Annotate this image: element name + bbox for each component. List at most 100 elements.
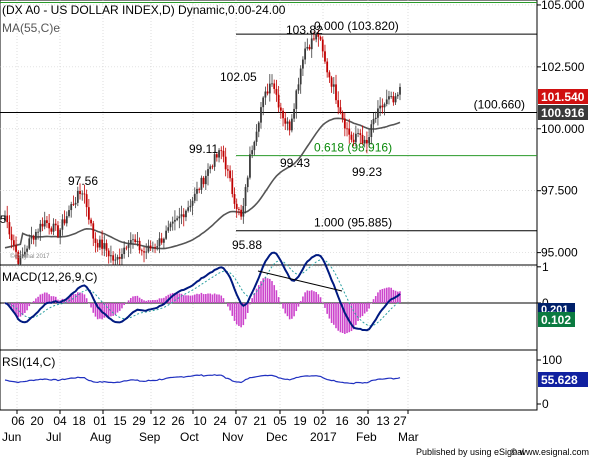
x-month-label: Feb [356,430,377,444]
histogram-bar [28,303,30,306]
histogram-bar [92,303,94,313]
candle-body [342,113,344,119]
histogram-bar [134,296,136,303]
candle-body [267,92,269,94]
histogram-bar [379,290,381,303]
candle-body [236,204,238,209]
price-annotation: 95.88 [232,238,262,252]
x-day-label: 30 [356,414,370,428]
candle-body [214,154,216,167]
histogram-bar [382,289,384,303]
candle-body [128,244,130,247]
histogram-bar [234,303,236,321]
histogram-bar [161,298,163,303]
histogram-bar [35,298,37,303]
histogram-bar [249,303,251,304]
histogram-bar [340,303,342,332]
histogram-bar [104,303,106,318]
candle-body [90,220,92,224]
candle-body [112,255,114,260]
candle-body [121,254,123,259]
candle-body [64,219,66,223]
price-axis-label: 97.500 [541,184,578,198]
level-label: 0.000 (103.820) [314,19,399,33]
candle-body [178,216,180,218]
candle-body [289,122,291,131]
histogram-bar [333,303,335,325]
candle-body [183,214,185,217]
candle-body [276,89,278,95]
candle-body [50,228,52,231]
candle-body [258,123,260,132]
watermark: ©eSignal 2017 [10,253,50,260]
price-frame [0,0,537,265]
candle-body [362,135,364,144]
candle-body [165,231,167,239]
histogram-bar [117,303,119,313]
candle-body [125,248,127,249]
candle-body [271,83,273,84]
candle-body [114,260,116,261]
candle-body [311,38,313,49]
candle-body [351,135,353,140]
histogram-bar [159,298,161,303]
chart-title: (DX A0 - US DOLLAR INDEX,D) Dynamic,0.00… [2,3,286,17]
candle-body [251,150,253,154]
histogram-bar [212,294,214,303]
candle-body [79,191,81,194]
candle-body [328,72,330,77]
candle-body [340,107,342,113]
candle-body [278,95,280,108]
x-month-label: 2017 [310,430,337,444]
candle-body [306,47,308,49]
rsi-axis-label: 100 [542,353,562,367]
histogram-bar [300,301,302,303]
x-day-label: 12 [152,414,166,428]
level-label: 0.618 (98.916) [314,141,392,155]
candle-body [203,178,205,184]
candle-body [163,239,165,243]
histogram-bar [298,303,300,307]
histogram-bar [218,295,220,303]
candle-body [326,62,328,73]
histogram-bar [364,303,366,314]
histogram-bar [307,290,309,303]
candle-body [242,206,244,217]
candle-body [357,133,359,134]
histogram-bar [284,303,286,313]
histogram-bar [324,303,326,308]
candle-body [355,134,357,143]
candle-body [101,240,103,249]
candle-body [198,189,200,190]
histogram-bar [115,303,117,315]
candle-body [81,194,83,195]
candle-body [70,204,72,210]
candle-body [192,201,194,206]
candle-body [333,84,335,86]
x-day-label: 06 [11,414,25,428]
histogram-bar [24,303,26,313]
candle-body [253,142,255,150]
x-day-label: 04 [53,414,67,428]
price-annotation: 97.56 [68,174,98,188]
left-partial-tick: 5 [0,214,6,226]
histogram-bar [371,303,373,304]
candle-body [264,92,266,98]
histogram-bar [326,303,328,314]
candle-body [392,96,394,102]
candle-body [13,240,15,245]
histogram-bar [220,296,222,303]
candle-body [106,243,108,250]
histogram-bar [223,298,225,303]
x-month-label: Jun [2,430,21,444]
histogram-bar [399,291,401,303]
histogram-bar [119,303,121,311]
rsi-frame [0,350,537,410]
histogram-bar [37,297,39,303]
histogram-bar [329,303,331,319]
candle-body [57,225,59,236]
histogram-bar [42,294,44,303]
